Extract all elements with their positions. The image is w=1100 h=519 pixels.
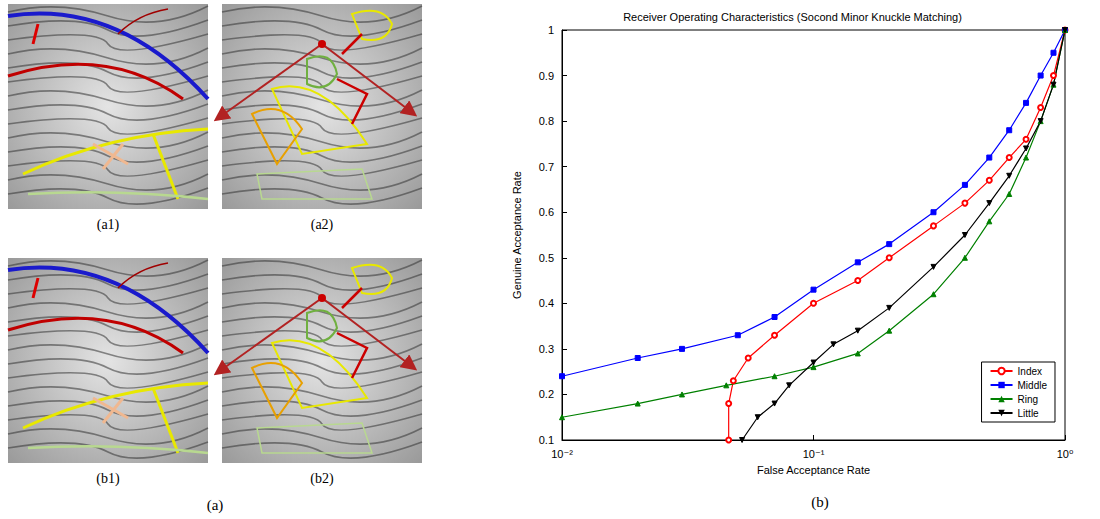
svg-text:10⁰: 10⁰ [1057,448,1074,460]
svg-text:1: 1 [548,24,554,36]
svg-text:Middle: Middle [1018,380,1048,391]
svg-text:Ring: Ring [1018,394,1039,405]
svg-text:0.9: 0.9 [539,70,554,82]
svg-text:0.4: 0.4 [539,297,554,309]
svg-text:0.7: 0.7 [539,161,554,173]
html-text:(b): (b) [811,494,829,510]
svg-text:0.3: 0.3 [539,343,554,355]
svg-text:10⁻²: 10⁻² [551,448,573,460]
svg-text:0.1: 0.1 [539,434,554,446]
svg-text:(a1): (a1) [97,217,120,233]
svg-text:(b2): (b2) [310,471,334,487]
svg-text:0.6: 0.6 [539,206,554,218]
svg-text:0.2: 0.2 [539,388,554,400]
svg-text:Little: Little [1018,408,1040,419]
svg-text:False Acceptance Rate: False Acceptance Rate [757,464,870,476]
svg-text:(a2): (a2) [311,217,334,233]
svg-text:(a): (a) [207,497,224,514]
svg-text:Index: Index [1018,366,1042,377]
svg-text:0.8: 0.8 [539,115,554,127]
svg-text:10⁻¹: 10⁻¹ [803,448,825,460]
svg-text:(b1): (b1) [96,471,120,487]
svg-text:Receiver Operating Characteris: Receiver Operating Characteristics (Soco… [623,11,962,23]
svg-text:0.5: 0.5 [539,252,554,264]
svg-text:Genuine Acceptance Rate: Genuine Acceptance Rate [511,171,523,299]
